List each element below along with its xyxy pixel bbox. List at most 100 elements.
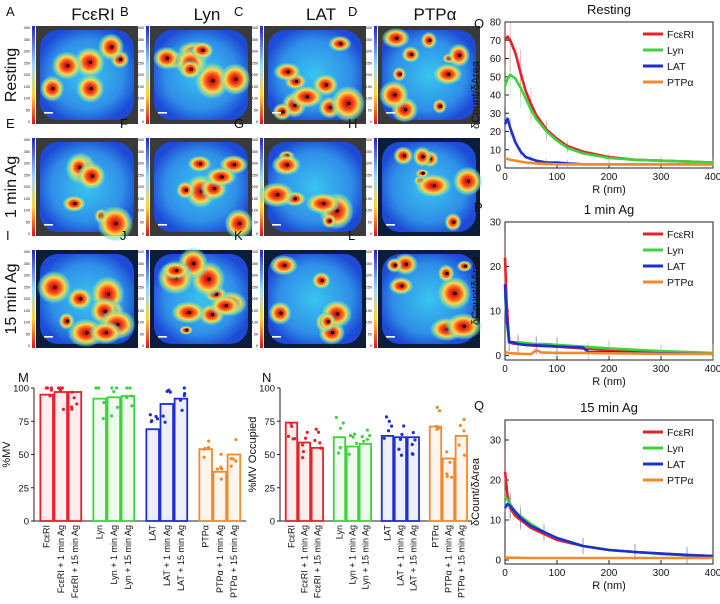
colorbar-tick-label: 400 (252, 26, 258, 30)
data-point (155, 417, 160, 421)
particle-cluster (185, 328, 189, 332)
colorbar-tick-label: 0 (28, 232, 30, 236)
y-tick-label: 0 (24, 517, 29, 528)
panel-letter-q: Q (474, 398, 484, 413)
colorbar-tick-label: 50 (368, 332, 372, 336)
colorbar-tick-label: 150 (24, 197, 30, 201)
y-tick-label: 60 (490, 54, 502, 65)
colorbar (146, 138, 149, 236)
colorbar (260, 138, 263, 236)
scale-bar (44, 112, 53, 114)
category-label: Lyn + 1 min Ag (109, 525, 119, 584)
y-tick-label: 50 (18, 450, 29, 461)
heatmap-panel-j: J 400 350 300 250 200 150 100 50 0 (120, 228, 252, 348)
data-point (305, 430, 309, 434)
particle-cluster (339, 42, 343, 46)
colorbar-tick-label: 250 (366, 285, 372, 289)
colorbar-tick-label: 100 (366, 209, 372, 213)
y-tick-label: 20 (490, 127, 502, 138)
row-title-resting: Resting (3, 48, 20, 102)
colorbar-tick-label: 0 (370, 120, 372, 124)
data-point (112, 390, 116, 394)
column-title-ptpa: PTPα (414, 5, 457, 24)
data-point (400, 432, 404, 436)
category-label: PTPα + 1 min Ag (443, 525, 453, 593)
bar-ptpa-15-min-ag (454, 434, 468, 522)
panel-letter-d: D (348, 4, 357, 19)
chart-title: 1 min Ag (584, 202, 635, 217)
particle-cluster (458, 53, 462, 58)
colorbar-tick-label: 150 (252, 85, 258, 89)
particle-cluster (279, 311, 283, 315)
bar-fceri-15-min-ag (67, 391, 83, 522)
colorbar-tick-label: 350 (24, 38, 30, 42)
y-tick-label: 25 (18, 483, 29, 494)
x-tick-label: 400 (705, 172, 720, 183)
colorbar-tick-label: 100 (252, 209, 258, 213)
panel-letter-n: N (262, 370, 271, 385)
particle-cluster (106, 292, 111, 296)
x-tick-label: 300 (653, 172, 670, 183)
colorbar-tick-label: 0 (256, 232, 258, 236)
panel-letter-j: J (120, 228, 127, 243)
particle-cluster (322, 201, 326, 206)
colorbar-tick-label: 0 (28, 120, 30, 124)
x-tick-label: 400 (705, 364, 720, 375)
particle-cluster (326, 319, 331, 324)
legend-label-fceri: FcεRI (667, 29, 694, 41)
legend-label-lyn: Lyn (667, 245, 684, 257)
bar-ptpa (428, 425, 443, 522)
x-tick-label: 100 (549, 364, 566, 375)
particle-cluster (432, 183, 436, 188)
plot-frame (504, 419, 714, 565)
bar-lyn-1-min-ag (106, 396, 121, 522)
data-point (389, 424, 394, 428)
particle-cluster (88, 60, 93, 64)
particle-cluster (53, 285, 57, 289)
data-point (450, 475, 454, 479)
data-point (290, 424, 294, 429)
colorbar (374, 250, 377, 348)
colorbar-tick-label: 150 (24, 85, 30, 89)
data-point (115, 386, 119, 390)
particle-cluster (285, 163, 290, 167)
data-point (48, 394, 52, 398)
particle-cluster (165, 56, 170, 60)
particle-cluster (404, 108, 408, 112)
particle-cluster (114, 221, 118, 226)
particle-cluster (207, 277, 211, 281)
data-point (182, 386, 186, 390)
legend-label-ptpa: PTPα (667, 77, 694, 89)
particle-cluster (398, 72, 402, 76)
data-point (165, 389, 169, 393)
series-line-ptpa (504, 348, 713, 356)
y-tick-label: 0 (495, 556, 501, 567)
colorbar-tick-label: 100 (24, 97, 30, 101)
colorbar-tick-label: 100 (366, 321, 372, 325)
data-point (386, 429, 391, 433)
data-point (178, 398, 183, 402)
data-point (180, 408, 184, 412)
colorbar-tick-label: 350 (366, 38, 372, 42)
colorbar-tick-label: 300 (138, 274, 144, 278)
colorbar-tick-label: 200 (138, 73, 144, 77)
scale-bar (158, 112, 167, 114)
particle-cluster (463, 264, 468, 268)
colorbar-tick-label: 250 (252, 61, 258, 65)
particle-cluster (286, 70, 290, 74)
x-tick-label: 200 (601, 568, 618, 579)
particle-cluster (224, 304, 228, 308)
data-point (354, 441, 359, 445)
y-tick-label: 80 (490, 18, 502, 29)
colorbar-tick-label: 350 (366, 150, 372, 154)
bar-ptpa-15-min-ag (226, 453, 242, 522)
colorbar-tick-label: 200 (366, 297, 372, 301)
data-point (313, 438, 317, 443)
colorbar-tick-label: 300 (24, 162, 30, 166)
colorbar-tick-label: 300 (252, 50, 258, 54)
particle-cluster (404, 262, 409, 266)
chart-title: 15 min Ag (580, 400, 638, 415)
data-point (168, 390, 172, 394)
row-title-1-min-ag: 1 min Ag (3, 156, 20, 218)
particle-cluster (65, 319, 70, 323)
